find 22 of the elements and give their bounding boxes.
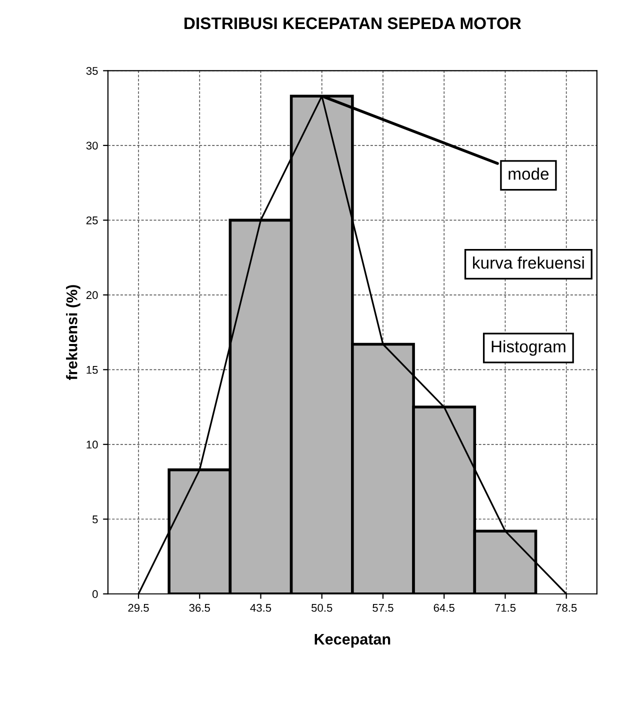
x-tick-label: 78.5 [556,604,577,612]
x-tick-label: 57.5 [372,604,394,612]
x-tick-label: 36.5 [189,604,210,612]
y-tick-label: 20 [86,291,98,300]
y-tick-label: 30 [86,142,98,150]
y-tick-label: 35 [86,66,98,75]
x-tick-label: 71.5 [494,604,516,612]
x-axis-title: Kecepatan [314,634,390,648]
y-tick-label: 0 [92,590,98,598]
annotation: Histogram [492,340,566,356]
annotation: mode [508,168,549,180]
annotation: kurva frekuensi [473,256,584,269]
y-tick-label: 10 [86,440,98,449]
y-tick-label: 5 [92,516,98,524]
x-tick-label: 29.5 [128,604,149,612]
x-tick-label: 50.5 [312,604,332,612]
y-tick-label: 25 [86,216,98,224]
x-tick-label: 64.5 [434,604,454,612]
chart-title: DISTRIBUSI KECEPATAN SEPEDA MOTOR [184,17,522,30]
x-tick-label: 43.5 [250,604,272,612]
y-tick-label: 15 [86,366,98,374]
y-axis-title: frekuensi (%) [66,285,80,380]
